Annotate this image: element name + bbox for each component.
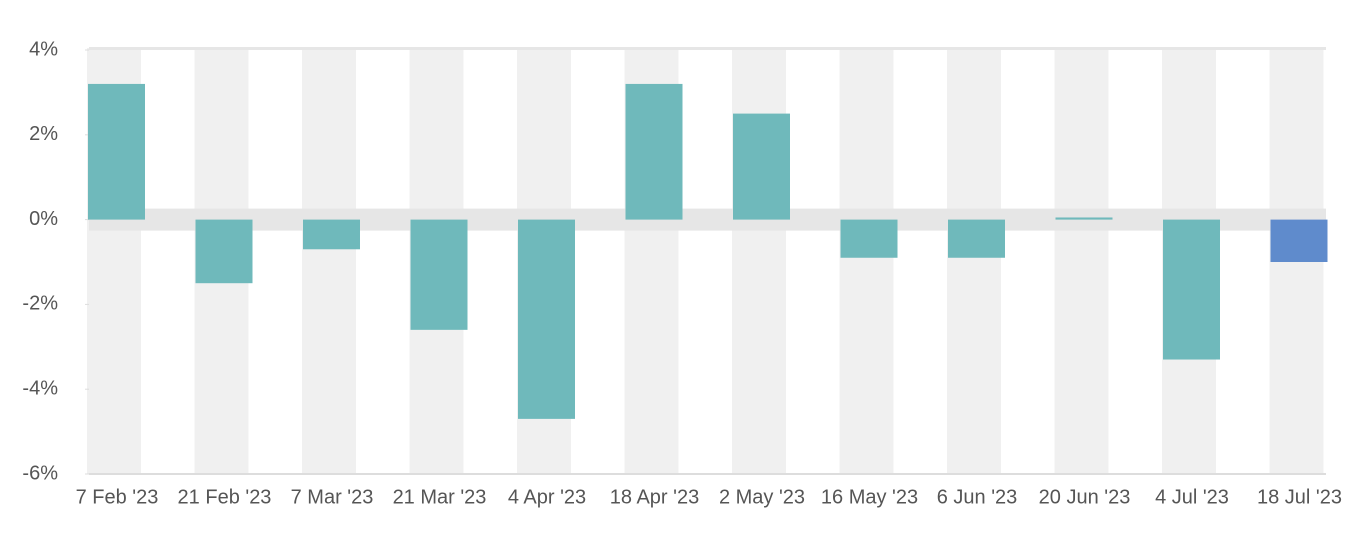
bar [410,219,468,330]
y-tick-label: -4% [22,377,58,399]
x-tick-label: 21 Feb '23 [178,486,272,508]
x-tick-label: 16 May '23 [821,486,918,508]
bar [733,113,790,220]
band-column [947,48,1001,474]
bar [1055,217,1113,220]
x-tick-label: 4 Apr '23 [508,486,586,508]
bottom-border [89,473,1326,475]
bar [1270,219,1328,262]
y-tick-label: 0% [29,208,58,230]
x-tick-label: 6 Jun '23 [937,486,1018,508]
band-column [732,48,786,474]
band-column [302,48,356,474]
top-border [89,47,1326,50]
x-tick-label: 18 Apr '23 [610,486,699,508]
bar [625,83,683,220]
y-tick-label: -2% [22,293,58,315]
bar [1163,219,1220,360]
bar [948,219,1005,258]
band-column [1054,48,1109,474]
bar [518,219,575,419]
bar [840,219,898,258]
x-tick-label: 2 May '23 [719,486,805,508]
x-tick-label: 21 Mar '23 [393,486,487,508]
x-tick-label: 7 Feb '23 [76,486,159,508]
x-tick-label: 7 Mar '23 [291,486,374,508]
bar [195,219,253,284]
band-column [839,48,894,474]
x-tick-label: 18 Jul '23 [1257,486,1342,508]
y-tick-label: 4% [29,38,58,60]
y-tick-label: -6% [22,462,58,484]
bar [88,83,145,220]
zero-band [89,208,1326,231]
y-tick-label: 2% [29,123,58,145]
x-tick-label: 4 Jul '23 [1155,486,1229,508]
bar [303,219,360,250]
x-tick-label: 20 Jun '23 [1039,486,1131,508]
